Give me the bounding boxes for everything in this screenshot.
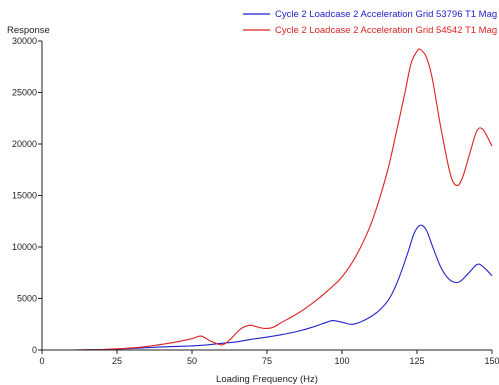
x-axis-title: Loading Frequency (Hz) bbox=[216, 374, 318, 385]
x-tick-label: 25 bbox=[112, 356, 122, 366]
x-tick-label: 100 bbox=[334, 356, 349, 366]
x-tick-label: 150 bbox=[484, 356, 499, 366]
axes-layer bbox=[41, 41, 492, 351]
series-line-2 bbox=[71, 48, 493, 351]
series-layer bbox=[71, 48, 493, 351]
legend-label-1: Cycle 2 Loadcase 2 Acceleration Grid 537… bbox=[275, 9, 497, 20]
y-axis-title: Response bbox=[7, 25, 50, 36]
y-tick-label: 5000 bbox=[17, 294, 37, 304]
x-tick-label: 75 bbox=[262, 356, 272, 366]
x-tick-label: 50 bbox=[187, 356, 197, 366]
y-tick-label: 20000 bbox=[12, 139, 37, 149]
legend: Cycle 2 Loadcase 2 Acceleration Grid 537… bbox=[243, 9, 497, 36]
x-tick-label: 0 bbox=[39, 356, 44, 366]
y-tick-label: 0 bbox=[32, 345, 37, 355]
x-tick-label: 125 bbox=[409, 356, 424, 366]
ticks-layer: 0 25 50 75 100 125 150 0 5000 10000 15000 20000 2500… bbox=[12, 36, 499, 366]
y-tick-label: 10000 bbox=[12, 242, 37, 252]
y-tick-label: 30000 bbox=[12, 36, 37, 46]
y-tick-label: 25000 bbox=[12, 88, 37, 98]
y-tick-label: 15000 bbox=[12, 191, 37, 201]
series-line-1 bbox=[71, 224, 493, 351]
legend-label-2: Cycle 2 Loadcase 2 Acceleration Grid 545… bbox=[275, 25, 497, 36]
